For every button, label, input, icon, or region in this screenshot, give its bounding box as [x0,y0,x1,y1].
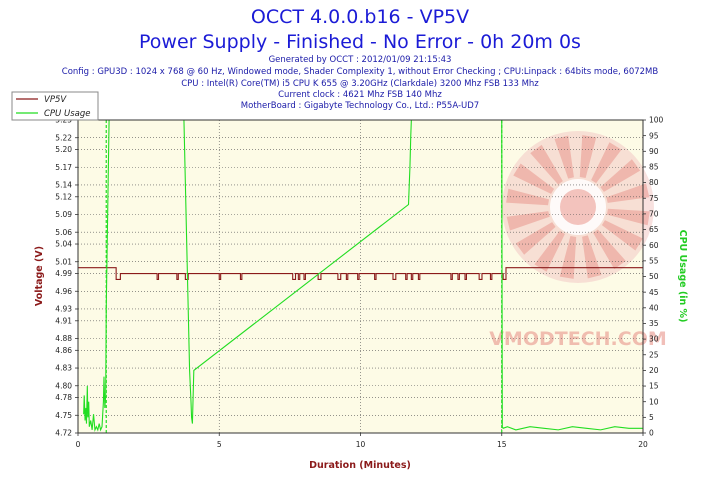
y-tick-label-left: 5.06 [55,228,72,237]
y-axis-left: 5.255.225.205.175.145.125.095.065.045.01… [55,116,78,438]
y-tick-label-right: 45 [649,288,659,297]
y-tick-label-left: 4.88 [55,334,72,343]
motherboard-line: MotherBoard : Gigabyte Technology Co., L… [240,101,480,111]
x-axis-label: Duration (Minutes) [309,460,411,471]
y-tick-label-left: 4.72 [55,429,72,438]
y-tick-label-left: 4.93 [55,305,72,314]
watermark-text: VMODTECH.COM [489,328,667,350]
y-tick-label-right: 35 [649,319,659,328]
y-tick-label-left: 4.96 [55,287,72,296]
watermark-ray [591,142,622,184]
y-tick-label-left: 5.17 [55,163,72,172]
y-tick-label-left: 4.86 [55,346,72,355]
y-tick-label-right: 60 [649,241,659,250]
y-tick-label-left: 4.91 [55,316,72,325]
y-tick-label-right: 20 [649,366,659,375]
y-tick-label-left: 5.12 [55,192,72,201]
y-axis-right: 1009590858075706560555045403530252015105… [643,116,664,438]
watermark-ray [534,230,565,272]
chart-title: OCCT 4.0.0.b16 - VP5V [250,6,470,28]
watermark-ray [554,135,574,179]
watermark-ray [515,222,556,255]
y-tick-label-left: 5.04 [55,240,72,249]
y-tick-label-right: 100 [649,116,664,125]
watermark-ray [601,220,643,251]
y-tick-label-left: 5.09 [55,210,72,219]
y-tick-label-left: 5.01 [55,257,72,266]
watermark-core [560,189,596,225]
y-tick-label-right: 55 [649,256,659,265]
y-tick-label-right: 15 [649,382,659,391]
x-tick-label: 5 [217,440,222,449]
y-axis-label-right: CPU Usage (in %) [677,230,688,323]
y-tick-label-left: 4.80 [55,381,72,390]
y-tick-label-left: 4.78 [55,393,72,402]
x-tick-label: 10 [356,440,366,449]
legend-box [11,91,99,121]
y-tick-label-right: 25 [649,350,659,359]
series-line-vp5v [78,267,643,281]
y-tick-label-left: 4.83 [55,364,72,373]
y-tick-label-left: 5.20 [55,145,72,154]
watermark-ray [513,163,555,194]
series-line-cpu-usage [83,119,643,433]
series-layer [78,119,643,433]
y-tick-label-right: 0 [649,429,654,438]
cpu-line: CPU : Intel(R) Core(TM) i5 CPU K 655 @ 3… [181,79,539,89]
y-tick-label-right: 10 [649,397,659,406]
y-tick-label-right: 95 [649,131,659,140]
legend: VP5V CPU Usage [11,91,99,121]
y-tick-label-left: 4.99 [55,269,72,278]
y-tick-label-left: 5.22 [55,133,72,142]
y-axis-label-left: Voltage (V) [34,246,45,306]
legend-label-cpu-usage: CPU Usage [44,109,90,119]
y-tick-label-left: 5.14 [55,181,72,190]
clock-line: Current clock : 4621 Mhz FSB 140 Mhz [278,90,442,100]
chart-subtitle: Power Supply - Finished - No Error - 0h … [139,31,581,53]
watermark-ray [579,135,597,178]
watermark-ray [506,211,550,231]
config-line: Config : GPU3D : 1024 x 768 @ 60 Hz, Win… [61,67,659,77]
y-tick-label-right: 90 [649,147,659,156]
x-tick-label: 15 [497,440,507,449]
y-tick-label-right: 70 [649,210,659,219]
legend-label-vp5v: VP5V [44,95,67,105]
watermark-ray [530,144,563,185]
x-tick-label: 0 [76,440,81,449]
watermark-ray [606,183,650,203]
x-tick-label: 20 [638,440,648,449]
watermark-ray [593,229,626,270]
y-tick-label-right: 5 [649,413,654,422]
y-tick-label-left: 4.75 [55,411,72,420]
y-tick-label-right: 30 [649,335,659,344]
x-axis: 0 5 10 15 20 [76,433,648,449]
y-tick-label-right: 80 [649,178,659,187]
generated-line: Generated by OCCT : 2012/01/09 21:15:43 [268,55,452,65]
watermark-ray [607,208,650,226]
y-tick-label-right: 50 [649,272,659,281]
y-tick-label-right: 75 [649,194,659,203]
watermark-ray [506,188,549,206]
y-tick-label-right: 40 [649,303,659,312]
y-tick-label-right: 85 [649,163,659,172]
y-tick-label-right: 65 [649,225,659,234]
